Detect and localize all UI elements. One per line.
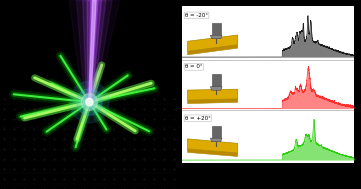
Circle shape (81, 94, 97, 111)
Circle shape (77, 89, 102, 115)
Circle shape (70, 81, 109, 123)
Circle shape (86, 98, 93, 106)
X-axis label: Wavelength (nm): Wavelength (nm) (226, 183, 310, 189)
Y-axis label: Intensity (arb. units): Intensity (arb. units) (171, 34, 181, 134)
Circle shape (82, 94, 96, 110)
